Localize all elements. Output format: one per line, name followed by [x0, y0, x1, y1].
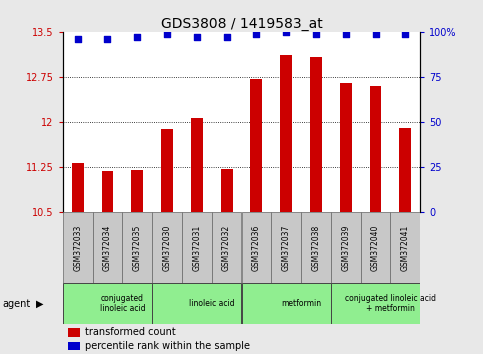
- Point: [342, 31, 350, 36]
- Text: GSM372034: GSM372034: [103, 224, 112, 271]
- Point: [372, 31, 380, 36]
- Point: [253, 31, 260, 36]
- Text: GSM372033: GSM372033: [73, 224, 82, 271]
- Text: GSM372041: GSM372041: [401, 225, 410, 271]
- Bar: [221, 169, 233, 212]
- Bar: [369, 86, 382, 212]
- Text: GSM372032: GSM372032: [222, 225, 231, 271]
- Bar: [399, 128, 412, 212]
- Bar: [242, 212, 271, 283]
- Bar: [191, 118, 203, 212]
- Title: GDS3808 / 1419583_at: GDS3808 / 1419583_at: [161, 17, 322, 31]
- Bar: [271, 212, 301, 283]
- Bar: [280, 55, 292, 212]
- Text: conjugated
linoleic acid: conjugated linoleic acid: [99, 294, 145, 313]
- Point: [74, 36, 82, 42]
- Text: GSM372036: GSM372036: [252, 224, 261, 271]
- Bar: [251, 79, 262, 212]
- Text: metformin: metformin: [281, 299, 321, 308]
- Point: [401, 31, 409, 36]
- Bar: [63, 212, 93, 283]
- Text: GSM372031: GSM372031: [192, 225, 201, 271]
- Point: [282, 29, 290, 35]
- Point: [223, 34, 230, 40]
- Text: GSM372040: GSM372040: [371, 224, 380, 271]
- Bar: [63, 283, 152, 324]
- Bar: [131, 170, 143, 212]
- Point: [193, 34, 201, 40]
- Bar: [301, 212, 331, 283]
- Bar: [242, 283, 331, 324]
- Point: [312, 31, 320, 36]
- Text: agent: agent: [2, 298, 30, 309]
- Bar: [152, 212, 182, 283]
- Bar: [182, 212, 212, 283]
- Bar: [212, 212, 242, 283]
- Point: [104, 36, 112, 42]
- Text: GSM372037: GSM372037: [282, 224, 291, 271]
- Bar: [331, 283, 420, 324]
- Bar: [310, 57, 322, 212]
- Text: conjugated linoleic acid
+ metformin: conjugated linoleic acid + metformin: [345, 294, 436, 313]
- Point: [133, 34, 141, 40]
- Text: ▶: ▶: [36, 298, 43, 309]
- Bar: [122, 212, 152, 283]
- Text: GSM372038: GSM372038: [312, 225, 320, 271]
- Bar: [152, 283, 242, 324]
- Bar: [331, 212, 361, 283]
- Point: [163, 31, 171, 36]
- Text: transformed count: transformed count: [85, 327, 175, 337]
- Text: GSM372035: GSM372035: [133, 224, 142, 271]
- Text: GSM372030: GSM372030: [163, 224, 171, 271]
- Bar: [161, 129, 173, 212]
- Text: percentile rank within the sample: percentile rank within the sample: [85, 341, 250, 351]
- Bar: [361, 212, 390, 283]
- Bar: [72, 163, 84, 212]
- Text: linoleic acid: linoleic acid: [189, 299, 235, 308]
- Bar: [390, 212, 420, 283]
- Bar: [93, 212, 122, 283]
- Bar: [340, 83, 352, 212]
- Text: GSM372039: GSM372039: [341, 224, 350, 271]
- Bar: [101, 171, 114, 212]
